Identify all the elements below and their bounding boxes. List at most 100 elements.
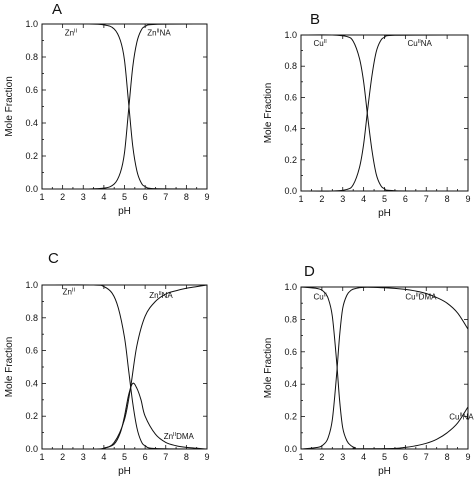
x-tick-label: 6 bbox=[403, 194, 408, 204]
series-line-0 bbox=[41, 284, 208, 450]
series-line-1 bbox=[300, 286, 469, 450]
x-tick-label: 1 bbox=[39, 192, 44, 202]
y-tick-label: 0.6 bbox=[284, 347, 297, 357]
y-tick-label: 0.4 bbox=[284, 379, 297, 389]
x-tick-label: 5 bbox=[382, 452, 387, 462]
series-label: CuIIDMA bbox=[405, 293, 437, 302]
x-tick-label: 8 bbox=[184, 452, 189, 462]
plot-frame bbox=[41, 23, 208, 190]
plot-frame bbox=[300, 286, 469, 450]
x-tick-label: 9 bbox=[465, 194, 470, 204]
x-tick-label: 8 bbox=[445, 194, 450, 204]
panel-letter: B bbox=[310, 11, 320, 28]
x-tick-label: 3 bbox=[340, 452, 345, 462]
series-line-1 bbox=[41, 23, 208, 190]
x-axis-label: pH bbox=[378, 208, 391, 219]
x-tick-label: 7 bbox=[424, 452, 429, 462]
chart-panel-b: B 1 2 3 4 5 6 7 8 9 0.0 0.2 0.4 0.6 0.8 1.0 pH Mole Fract… bbox=[263, 11, 471, 219]
x-tick-label: 6 bbox=[143, 192, 148, 202]
series-label: CuIINA bbox=[449, 413, 474, 422]
panel-letter: A bbox=[52, 1, 62, 18]
y-tick-label: 0.2 bbox=[284, 412, 297, 422]
x-tick-label: 8 bbox=[445, 452, 450, 462]
x-tick-label: 1 bbox=[298, 452, 303, 462]
y-tick-label: 0.6 bbox=[25, 85, 38, 95]
series-line-0 bbox=[300, 34, 469, 192]
series-label: CuII bbox=[314, 39, 328, 48]
y-tick-label: 1.0 bbox=[284, 282, 297, 292]
series-line-2 bbox=[41, 382, 208, 450]
series-line-2 bbox=[300, 406, 469, 450]
y-tick-label: 0.8 bbox=[25, 313, 38, 323]
y-tick-label: 0.6 bbox=[284, 92, 297, 102]
x-axis-label: pH bbox=[118, 206, 131, 217]
y-axis-label: Mole Fraction bbox=[263, 338, 274, 399]
y-tick-label: 0.2 bbox=[25, 411, 38, 421]
x-tick-label: 9 bbox=[465, 452, 470, 462]
series-label: ZnIINA bbox=[149, 291, 173, 300]
x-tick-label: 2 bbox=[319, 452, 324, 462]
x-tick-label: 4 bbox=[361, 452, 366, 462]
y-tick-label: 0.0 bbox=[284, 444, 297, 454]
y-tick-label: 0.4 bbox=[25, 378, 38, 388]
x-tick-label: 5 bbox=[122, 452, 127, 462]
y-tick-label: 1.0 bbox=[284, 30, 297, 40]
plot-frame bbox=[41, 284, 208, 450]
series-label: ZnII bbox=[65, 28, 78, 37]
y-tick-label: 0.8 bbox=[284, 314, 297, 324]
x-tick-label: 6 bbox=[143, 452, 148, 462]
chart-panel-c: C 1 2 3 4 5 6 7 8 9 0.0 0.2 0.4 0.6 0.8 1.0 pH Mole Fract… bbox=[4, 250, 210, 477]
x-axis-label: pH bbox=[118, 466, 131, 477]
y-axis-label: Mole Fraction bbox=[263, 83, 274, 144]
series-label: ZnIIDMA bbox=[164, 432, 195, 441]
y-tick-label: 1.0 bbox=[25, 280, 38, 290]
y-tick-label: 0.0 bbox=[25, 444, 38, 454]
x-tick-label: 7 bbox=[163, 452, 168, 462]
x-tick-label: 4 bbox=[101, 192, 106, 202]
x-tick-label: 7 bbox=[163, 192, 168, 202]
y-tick-label: 1.0 bbox=[25, 19, 38, 29]
y-axis-label: Mole Fraction bbox=[4, 76, 15, 137]
x-tick-label: 5 bbox=[382, 194, 387, 204]
y-tick-label: 0.8 bbox=[284, 61, 297, 71]
y-tick-label: 0.8 bbox=[25, 52, 38, 62]
series-label: CuII bbox=[314, 293, 328, 302]
x-tick-label: 3 bbox=[81, 192, 86, 202]
series-line-1 bbox=[300, 34, 469, 192]
series-label: CuIINA bbox=[407, 39, 432, 48]
panel-letter: D bbox=[304, 263, 315, 280]
x-tick-label: 7 bbox=[424, 194, 429, 204]
x-tick-label: 1 bbox=[39, 452, 44, 462]
chart-panel-a: A 1 2 3 4 5 6 7 8 9 0.0 0.2 0.4 0.6 0.8 1.0 pH Mole Fract… bbox=[4, 1, 210, 217]
panel-letter: C bbox=[48, 250, 59, 267]
plot-frame bbox=[300, 34, 469, 192]
x-tick-label: 2 bbox=[60, 192, 65, 202]
x-tick-label: 2 bbox=[319, 194, 324, 204]
series-line-1 bbox=[41, 284, 208, 450]
y-tick-label: 0.0 bbox=[284, 186, 297, 196]
x-tick-label: 6 bbox=[403, 452, 408, 462]
y-tick-label: 0.2 bbox=[284, 155, 297, 165]
x-tick-label: 4 bbox=[361, 194, 366, 204]
series-line-0 bbox=[41, 23, 208, 190]
y-axis-label: Mole Fraction bbox=[4, 337, 15, 398]
x-axis-label: pH bbox=[378, 466, 391, 477]
x-tick-label: 5 bbox=[122, 192, 127, 202]
y-tick-label: 0.4 bbox=[25, 118, 38, 128]
x-tick-label: 2 bbox=[60, 452, 65, 462]
series-line-0 bbox=[300, 286, 469, 450]
y-tick-label: 0.6 bbox=[25, 346, 38, 356]
y-tick-label: 0.0 bbox=[25, 184, 38, 194]
x-tick-label: 3 bbox=[340, 194, 345, 204]
y-tick-label: 0.4 bbox=[284, 124, 297, 134]
x-tick-label: 1 bbox=[298, 194, 303, 204]
x-tick-label: 3 bbox=[81, 452, 86, 462]
x-tick-label: 9 bbox=[204, 192, 209, 202]
x-tick-label: 4 bbox=[101, 452, 106, 462]
x-tick-label: 8 bbox=[184, 192, 189, 202]
chart-panel-d: D 1 2 3 4 5 6 7 8 9 0.0 0.2 0.4 0.6 0.8 1.0 pH Mole Fract… bbox=[263, 263, 474, 477]
y-tick-label: 0.2 bbox=[25, 151, 38, 161]
series-label: ZnIINA bbox=[147, 28, 171, 37]
x-tick-label: 9 bbox=[204, 452, 209, 462]
